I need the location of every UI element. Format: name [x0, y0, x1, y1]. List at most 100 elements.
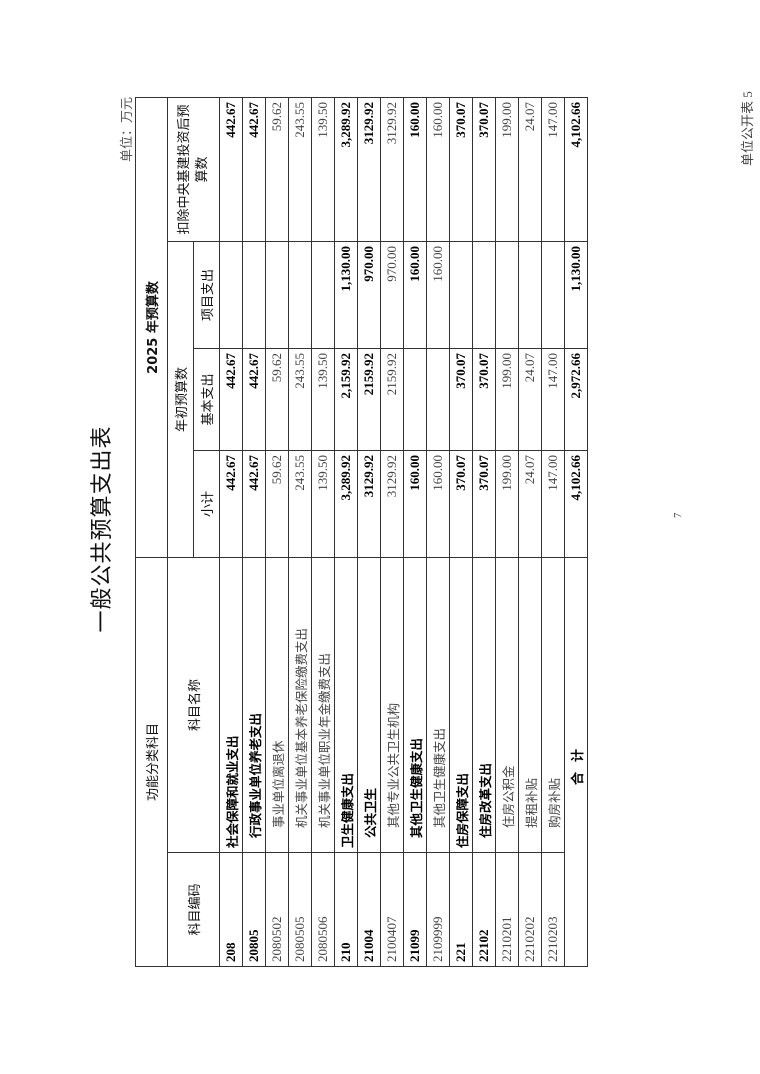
subtotal-cell: 160.00: [403, 450, 427, 558]
excl-central-cell: 59.62: [265, 97, 289, 242]
subtotal-cell: 442.67: [242, 450, 266, 558]
page-number: 7: [672, 512, 684, 519]
name-cell: 其他卫生健康支出: [426, 557, 450, 853]
basic-cell: 24.07: [518, 348, 542, 451]
subtotal-cell: 370.07: [449, 450, 473, 558]
code-cell: 2100407: [380, 852, 404, 967]
basic-cell: [403, 348, 427, 451]
project-cell: 1,130.00: [334, 241, 358, 349]
code-cell: 2210201: [495, 852, 519, 967]
project-cell: 970.00: [357, 241, 381, 349]
excl-central-cell: 3129.92: [380, 97, 404, 242]
header-functional-category: 功能分类科目: [135, 557, 168, 967]
header-name: 科目名称: [167, 557, 220, 853]
code-cell: 2210202: [518, 852, 542, 967]
name-cell: 住房保障支出: [449, 557, 473, 853]
code-cell: 2080502: [265, 852, 289, 967]
table-row: 2210201 住房公积金 199.00 199.00 199.00: [495, 97, 519, 967]
basic-cell: [426, 348, 450, 451]
name-cell: 其他专业公共卫生机构: [380, 557, 404, 853]
subtotal-cell: 370.07: [472, 450, 496, 558]
header-initial-budget: 年初预算数: [167, 241, 194, 558]
subtotal-cell: 3,289.92: [334, 450, 358, 558]
basic-cell: 147.00: [541, 348, 565, 451]
code-cell: 2080505: [288, 852, 312, 967]
total-row: 合计 4,102.66 2,972.66 1,130.00 4,102.66: [564, 97, 588, 967]
basic-cell: 243.55: [288, 348, 312, 451]
excl-central-cell: 199.00: [495, 97, 519, 242]
table-row: 2080502 事业单位离退休 59.62 59.62 59.62: [265, 97, 289, 967]
header-subtotal: 小计: [193, 450, 220, 558]
table-row: 2109999 其他卫生健康支出 160.00 160.00 160.00: [426, 97, 450, 967]
table-row: 2080506 机关事业单位职业年金缴费支出 139.50 139.50 139.50: [311, 97, 335, 967]
code-cell: 20805: [242, 852, 266, 967]
table-row: 2100407 其他专业公共卫生机构 3129.92 2159.92 970.00 312…: [380, 97, 404, 967]
subtotal-cell: 3129.92: [357, 450, 381, 558]
total-basic: 2,972.66: [564, 348, 588, 451]
basic-cell: 442.67: [219, 348, 243, 451]
project-cell: [495, 241, 519, 349]
name-cell: 住房公积金: [495, 557, 519, 853]
basic-cell: 2159.92: [357, 348, 381, 451]
table-row: 21004 公共卫生 3129.92 2159.92 970.00 3129.92: [357, 97, 381, 967]
subtotal-cell: 3129.92: [380, 450, 404, 558]
basic-cell: 199.00: [495, 348, 519, 451]
table-row: 2210203 购房补贴 147.00 147.00 147.00: [541, 97, 565, 967]
budget-table: 功能分类科目 2025 年预算数 科目编码 科目名称 年初预算数 扣除中央基建投…: [135, 97, 588, 967]
project-cell: [265, 241, 289, 349]
subtotal-cell: 243.55: [288, 450, 312, 558]
project-cell: [472, 241, 496, 349]
project-cell: [219, 241, 243, 349]
project-cell: 160.00: [426, 241, 450, 349]
code-cell: 2080506: [311, 852, 335, 967]
basic-cell: 59.62: [265, 348, 289, 451]
header-basic: 基本支出: [193, 348, 220, 451]
subtotal-cell: 59.62: [265, 450, 289, 558]
subtotal-cell: 147.00: [541, 450, 565, 558]
subtotal-cell: 160.00: [426, 450, 450, 558]
project-cell: [288, 241, 312, 349]
table-row: 20805 行政事业单位养老支出 442.67 442.67 442.67: [242, 97, 266, 967]
subtotal-cell: 24.07: [518, 450, 542, 558]
name-cell: 提租补贴: [518, 557, 542, 853]
project-cell: 970.00: [380, 241, 404, 349]
header-code: 科目编码: [167, 852, 220, 967]
name-cell: 公共卫生: [357, 557, 381, 853]
total-excl-central: 4,102.66: [564, 97, 588, 242]
name-cell: 卫生健康支出: [334, 557, 358, 853]
table-row: 2210202 提租补贴 24.07 24.07 24.07: [518, 97, 542, 967]
excl-central-cell: 3,289.92: [334, 97, 358, 242]
name-cell: 行政事业单位养老支出: [242, 557, 266, 853]
name-cell: 机关事业单位职业年金缴费支出: [311, 557, 335, 853]
table-row: 2080505 机关事业单位基本养老保险缴费支出 243.55 243.55 243.5…: [288, 97, 312, 967]
header-excl-central: 扣除中央基建投资后预算数: [167, 97, 220, 242]
excl-central-cell: 243.55: [288, 97, 312, 242]
name-cell: 社会保障和就业支出: [219, 557, 243, 853]
code-cell: 21004: [357, 852, 381, 967]
project-cell: 160.00: [403, 241, 427, 349]
name-cell: 其他卫生健康支出: [403, 557, 427, 853]
table-row: 210 卫生健康支出 3,289.92 2,159.92 1,130.00 3,289.9…: [334, 97, 358, 967]
basic-cell: 2159.92: [380, 348, 404, 451]
project-cell: [311, 241, 335, 349]
table-body: 208 社会保障和就业支出 442.67 442.67 442.67 20805 行政事业单…: [219, 97, 588, 967]
code-cell: 21099: [403, 852, 427, 967]
name-cell: 事业单位离退休: [265, 557, 289, 853]
excl-central-cell: 442.67: [242, 97, 266, 242]
basic-cell: 139.50: [311, 348, 335, 451]
table-row: 21099 其他卫生健康支出 160.00 160.00 160.00: [403, 97, 427, 967]
page-title: 一般公共预算支出表: [90, 425, 115, 633]
code-cell: 210: [334, 852, 358, 967]
project-cell: [518, 241, 542, 349]
basic-cell: 370.07: [472, 348, 496, 451]
subtotal-cell: 199.00: [495, 450, 519, 558]
excl-central-cell: 370.07: [449, 97, 473, 242]
header-budget-2025: 2025 年预算数: [135, 97, 168, 558]
total-project: 1,130.00: [564, 241, 588, 349]
excl-central-cell: 147.00: [541, 97, 565, 242]
name-cell: 机关事业单位基本养老保险缴费支出: [288, 557, 312, 853]
code-cell: 208: [219, 852, 243, 967]
subtotal-cell: 442.67: [219, 450, 243, 558]
excl-central-cell: 24.07: [518, 97, 542, 242]
